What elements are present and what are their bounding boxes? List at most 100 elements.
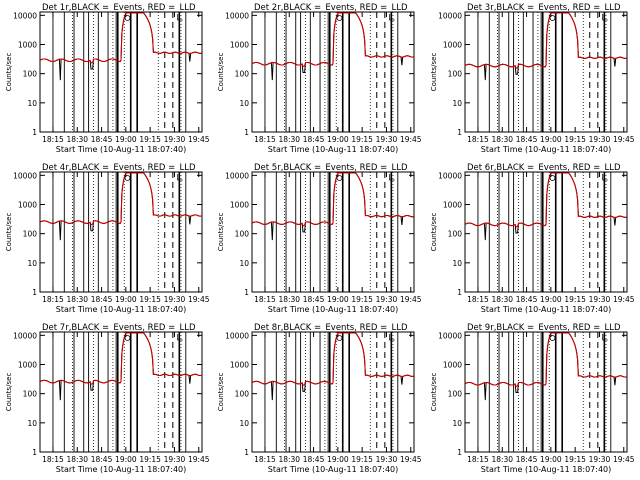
y-tick-label: 10	[27, 419, 37, 428]
y-tick-label: 1000	[230, 40, 249, 49]
flag-marker	[549, 15, 556, 21]
x-tick-label: 19:30	[589, 135, 611, 144]
y-axis-label: Counts/sec	[430, 213, 438, 252]
y-tick-label: 10000	[225, 171, 249, 180]
panel-title: Det 3r,BLACK =_Events, RED =_LLD	[467, 3, 621, 13]
y-tick-label: 100	[235, 70, 250, 79]
y-tick-label: 10000	[225, 331, 249, 340]
lld-series-line	[252, 172, 414, 227]
flag-marker	[389, 334, 395, 341]
y-tick-label: 1000	[18, 200, 37, 209]
y-tick-label: 1000	[18, 40, 37, 49]
y-tick-label: 10	[27, 99, 37, 108]
y-tick-label: 1	[457, 448, 462, 457]
x-tick-label: 19:15	[139, 455, 161, 464]
x-tick-label: 19:00	[540, 455, 562, 464]
y-axis-label: Counts/sec	[5, 373, 13, 412]
lld-series-line	[465, 332, 627, 388]
panel-title: Det 2r,BLACK =_Events, RED =_LLD	[254, 3, 408, 13]
flag-marker	[124, 175, 131, 181]
x-axis-label: Start Time (10-Aug-11 18:07:40)	[481, 305, 612, 314]
y-tick-label: 1000	[18, 360, 37, 369]
x-tick-label: 18:15	[42, 295, 64, 304]
plot-frame	[464, 11, 628, 133]
x-tick-label: 18:15	[467, 295, 489, 304]
x-tick-label: 19:45	[400, 135, 422, 144]
x-tick-label: 19:30	[376, 295, 398, 304]
x-tick-label: 19:30	[589, 455, 611, 464]
x-tick-label: 19:00	[327, 455, 349, 464]
y-tick-label: 100	[23, 230, 38, 239]
x-tick-label: 18:45	[91, 135, 113, 144]
flag-marker	[177, 14, 183, 21]
x-axis-label: Start Time (10-Aug-11 18:07:40)	[268, 145, 399, 154]
x-tick-label: 18:45	[516, 455, 538, 464]
x-tick-label: 19:30	[376, 135, 398, 144]
lld-series-line	[252, 12, 414, 68]
y-tick-label: 100	[448, 70, 463, 79]
flag-marker	[336, 175, 343, 181]
y-tick-label: 1	[244, 128, 249, 137]
x-tick-label: 19:00	[327, 135, 349, 144]
x-tick-label: 19:15	[564, 455, 586, 464]
panel-title: Det 4r,BLACK =_Events, RED =_LLD	[42, 163, 196, 173]
x-tick-label: 19:15	[351, 135, 373, 144]
y-tick-label: 100	[448, 230, 463, 239]
y-tick-label: 100	[23, 390, 38, 399]
flag-marker	[602, 334, 608, 341]
y-tick-label: 100	[448, 390, 463, 399]
x-tick-label: 18:15	[467, 455, 489, 464]
x-tick-label: 19:45	[400, 295, 422, 304]
x-axis-label: Start Time (10-Aug-11 18:07:40)	[56, 305, 187, 314]
plot-frame	[39, 331, 203, 453]
y-tick-label: 1000	[230, 360, 249, 369]
x-tick-label: 18:45	[91, 455, 113, 464]
y-tick-label: 10000	[13, 331, 37, 340]
lld-series-line	[465, 12, 627, 70]
panel-title: Det 6r,BLACK =_Events, RED =_LLD	[467, 163, 621, 173]
panel-title: Det 8r,BLACK =_Events, RED =_LLD	[254, 323, 408, 333]
flag-marker	[336, 335, 343, 341]
y-tick-label: 10	[27, 259, 37, 268]
x-tick-label: 19:30	[164, 295, 186, 304]
detector-panel-6: Det 6r,BLACK =_Events, RED =_LLD Counts/s…	[430, 163, 635, 314]
y-tick-label: 1	[32, 288, 37, 297]
y-axis-label: Counts/sec	[217, 373, 225, 412]
x-tick-label: 19:30	[164, 135, 186, 144]
y-tick-label: 1000	[443, 200, 462, 209]
x-tick-label: 19:15	[564, 135, 586, 144]
flag-marker	[336, 15, 343, 21]
x-tick-label: 19:45	[613, 135, 635, 144]
x-axis-label: Start Time (10-Aug-11 18:07:40)	[268, 465, 399, 474]
x-tick-label: 18:45	[516, 295, 538, 304]
x-tick-label: 19:15	[139, 295, 161, 304]
y-tick-label: 1	[32, 128, 37, 137]
lld-series-line	[40, 172, 202, 226]
y-tick-label: 10000	[438, 11, 462, 20]
x-tick-label: 19:30	[164, 455, 186, 464]
flag-marker	[389, 174, 395, 181]
x-tick-label: 19:45	[188, 295, 210, 304]
x-tick-label: 19:45	[188, 135, 210, 144]
plot-frame	[251, 171, 415, 293]
x-tick-label: 18:15	[254, 455, 276, 464]
x-axis-label: Start Time (10-Aug-11 18:07:40)	[481, 465, 612, 474]
x-tick-label: 18:30	[278, 295, 300, 304]
x-tick-label: 18:30	[278, 455, 300, 464]
plot-frame	[39, 171, 203, 293]
x-tick-label: 18:15	[254, 135, 276, 144]
y-tick-label: 100	[235, 230, 250, 239]
y-axis-label: Counts/sec	[430, 53, 438, 92]
flag-marker	[602, 174, 608, 181]
x-tick-label: 19:45	[613, 455, 635, 464]
flag-marker	[124, 15, 131, 21]
x-tick-label: 19:00	[115, 455, 137, 464]
y-tick-label: 1	[244, 288, 249, 297]
y-tick-label: 10	[239, 259, 249, 268]
x-tick-label: 18:45	[303, 295, 325, 304]
y-axis-label: Counts/sec	[217, 53, 225, 92]
y-tick-label: 10	[239, 419, 249, 428]
y-tick-label: 1	[244, 448, 249, 457]
y-tick-label: 10	[452, 99, 462, 108]
